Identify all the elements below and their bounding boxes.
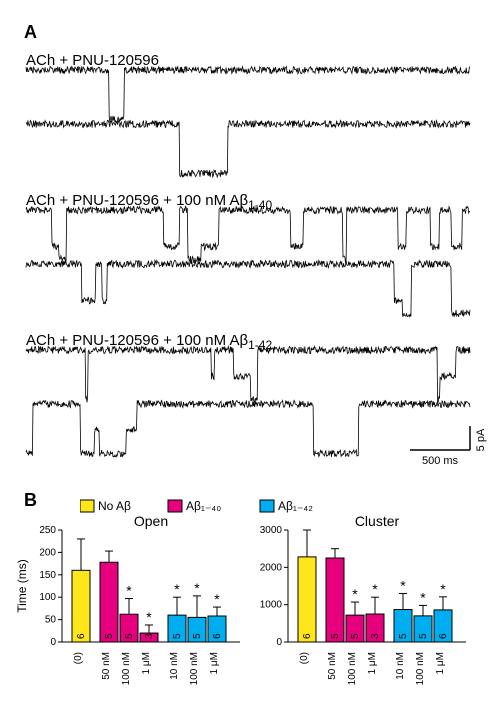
svg-text:1 μM: 1 μM [141,652,152,674]
svg-text:(0): (0) [73,652,84,664]
svg-text:1 μM: 1 μM [367,652,378,674]
svg-text:100 nM: 100 nM [189,652,200,685]
trace [26,206,470,263]
svg-text:100 nM: 100 nM [347,652,358,685]
svg-text:5: 5 [418,633,429,639]
figure-root: { "panelA": { "letter": "A", "letter_fon… [0,0,500,712]
svg-text:100 nM: 100 nM [121,652,132,685]
traces-svg [0,0,500,470]
svg-text:10 nM: 10 nM [169,652,180,680]
svg-text:50: 50 [45,615,57,626]
svg-text:150: 150 [39,570,56,581]
svg-text:1000: 1000 [260,600,283,611]
bar-charts-svg: Open050100150200250Time (ms)6(0)550 nM*5… [0,510,500,720]
svg-text:5: 5 [104,633,115,639]
svg-text:*: * [440,581,446,597]
svg-text:3: 3 [144,633,155,639]
bar [100,562,118,642]
panel-b-letter: B [24,490,37,511]
bar [72,570,90,642]
svg-text:6: 6 [212,633,223,639]
trace [26,346,470,403]
svg-text:5: 5 [124,633,135,639]
svg-text:50 nM: 50 nM [327,652,338,680]
svg-text:100 nM: 100 nM [415,652,426,685]
svg-text:0: 0 [50,637,56,648]
svg-text:*: * [352,586,358,602]
svg-text:200: 200 [39,547,56,558]
scalebar-x: 500 ms [422,455,459,467]
svg-text:5: 5 [172,633,183,639]
svg-text:*: * [372,581,378,597]
trace [26,66,470,122]
svg-text:1 μM: 1 μM [209,652,220,674]
svg-text:6: 6 [302,633,313,639]
trace [26,260,470,317]
svg-text:Open: Open [134,513,168,529]
svg-text:*: * [214,591,220,607]
svg-text:5: 5 [192,633,203,639]
svg-text:5: 5 [350,633,361,639]
svg-text:Time (ms): Time (ms) [15,559,29,613]
svg-text:(0): (0) [299,652,310,664]
svg-text:250: 250 [39,525,56,536]
scalebar: 500 ms 5 pA [400,420,490,470]
svg-text:1 μM: 1 μM [435,652,446,674]
svg-text:6: 6 [76,633,87,639]
scalebar-y: 5 pA [475,428,487,451]
svg-text:5: 5 [398,633,409,639]
svg-text:3: 3 [370,633,381,639]
bar [326,558,344,642]
svg-text:100: 100 [39,592,56,603]
svg-text:2000: 2000 [260,562,283,573]
svg-text:*: * [126,583,132,599]
svg-text:Cluster: Cluster [355,513,400,529]
bar [298,557,316,642]
svg-text:3000: 3000 [260,525,283,536]
svg-text:50 nM: 50 nM [101,652,112,680]
svg-text:*: * [400,577,406,593]
svg-text:*: * [194,580,200,596]
svg-text:*: * [146,609,152,625]
svg-text:10 nM: 10 nM [395,652,406,680]
svg-text:0: 0 [276,637,282,648]
svg-text:5: 5 [330,633,341,639]
trace [26,120,470,177]
svg-text:*: * [420,589,426,605]
svg-text:*: * [174,581,180,597]
svg-text:6: 6 [438,633,449,639]
